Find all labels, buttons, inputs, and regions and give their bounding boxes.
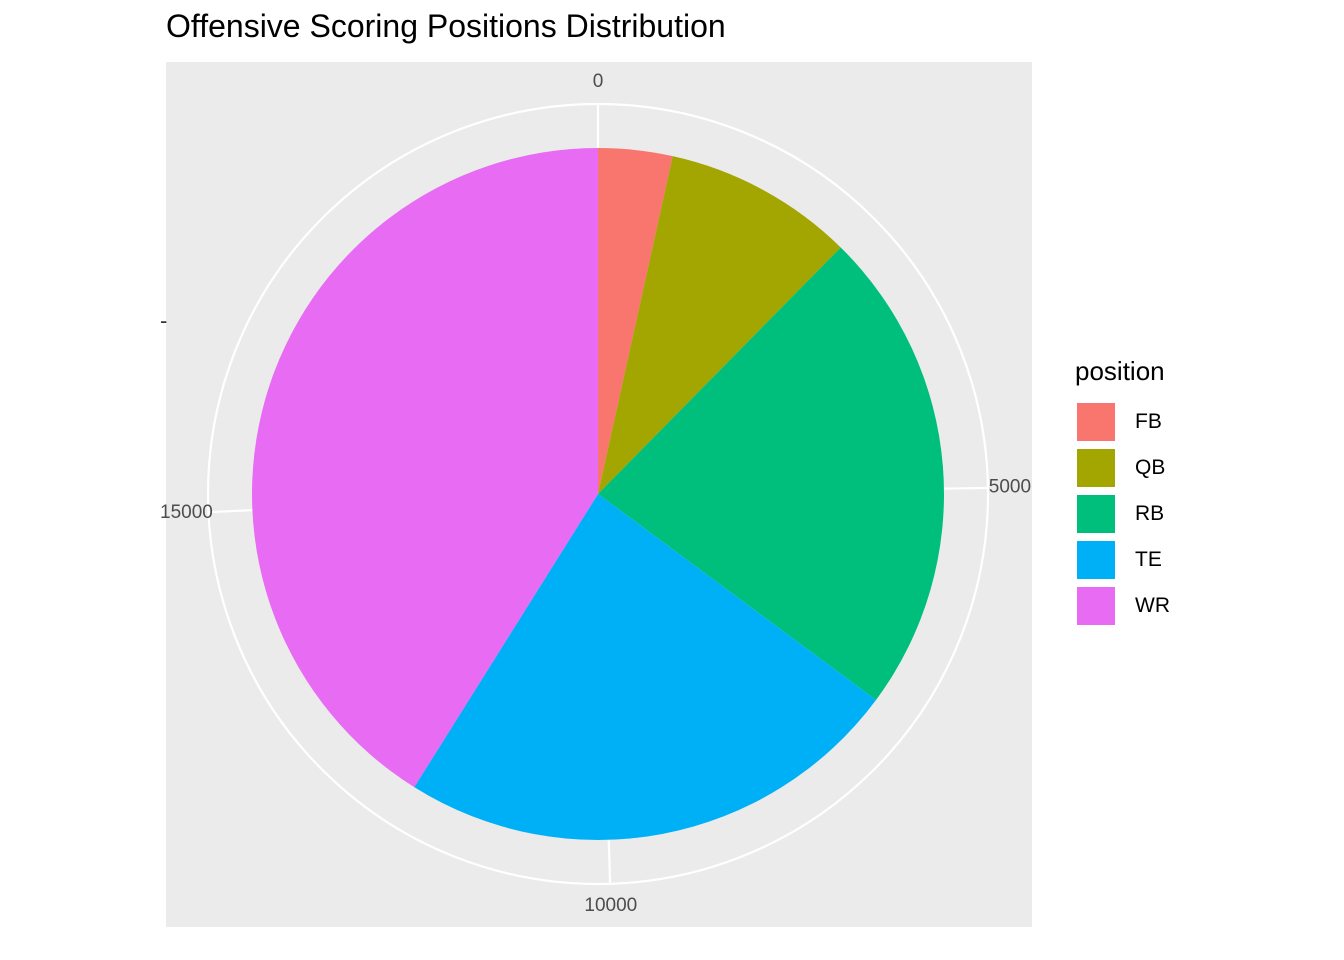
theta-tick-label: 0 — [593, 71, 604, 92]
legend-label: WR — [1135, 594, 1170, 617]
legend-item-te: TE — [1075, 537, 1170, 583]
legend-label: QB — [1135, 456, 1166, 479]
legend-item-fb: FB — [1075, 399, 1170, 445]
legend-label: TE — [1135, 548, 1162, 571]
legend-key — [1075, 447, 1117, 489]
legend-item-wr: WR — [1075, 583, 1170, 629]
legend-key — [1075, 401, 1117, 443]
pie-slice-rb — [598, 247, 945, 700]
pie-slice-qb — [598, 156, 841, 495]
y-axis-tick-label: - — [160, 308, 167, 333]
pie-slice-fb — [598, 148, 673, 494]
theta-tick-label: 5000 — [989, 477, 1031, 498]
theta-tick-label: 10000 — [584, 895, 637, 916]
legend-items: FB QB RB TE WR — [1075, 399, 1170, 629]
legend-item-rb: RB — [1075, 491, 1170, 537]
chart-title: Offensive Scoring Positions Distribution — [166, 8, 726, 44]
legend-key — [1075, 539, 1117, 581]
slice-layer — [251, 147, 945, 840]
legend-label: RB — [1135, 502, 1165, 525]
legend-key — [1075, 493, 1117, 535]
tick-layer: 0 5000 10000 15000 — [160, 71, 1031, 916]
pie-slice-te — [414, 494, 877, 840]
legend-title: position — [1075, 356, 1165, 386]
theta-tick-label: 15000 — [160, 502, 213, 523]
legend-item-qb: QB — [1075, 445, 1170, 491]
legend-key — [1075, 585, 1117, 627]
legend-label: FB — [1135, 410, 1162, 433]
pie-slice-wr — [251, 147, 598, 788]
legend: position FB QB RB TE WR — [1075, 356, 1170, 629]
